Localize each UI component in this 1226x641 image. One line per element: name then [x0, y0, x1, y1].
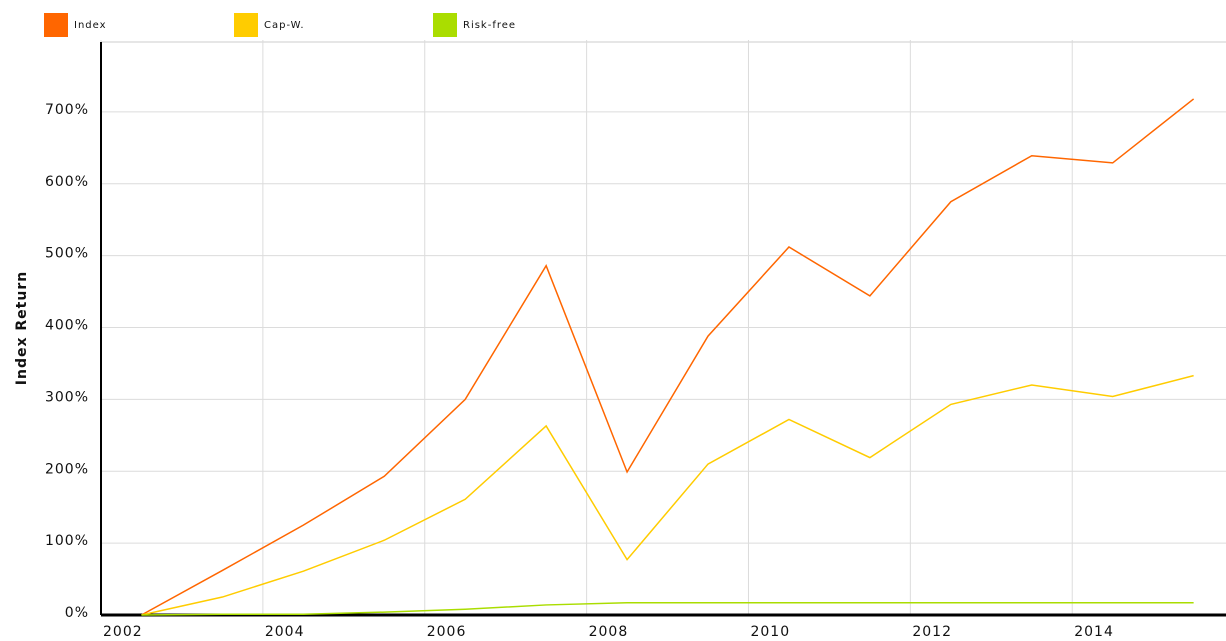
x-tick-label: 2014 — [1074, 624, 1114, 640]
legend-swatch — [44, 13, 68, 37]
y-tick-label: 300% — [45, 389, 89, 405]
x-tick-label: 2010 — [750, 624, 790, 640]
series-line — [141, 602, 1194, 616]
y-axis-label: Index Return — [14, 271, 30, 385]
x-tick-label: 2012 — [912, 624, 952, 640]
y-tick-label: 600% — [45, 174, 89, 190]
x-tick-label: 2008 — [589, 624, 629, 640]
x-tick-label: 2006 — [427, 624, 467, 640]
y-tick-label: 0% — [65, 605, 89, 621]
legend-swatch — [433, 13, 457, 37]
y-tick-label: 700% — [45, 102, 89, 118]
series-line — [141, 374, 1194, 616]
legend-label: Index — [74, 20, 107, 31]
legend-label: Risk-free — [463, 20, 516, 31]
y-tick-label: 200% — [45, 461, 89, 477]
x-tick-label: 2004 — [265, 624, 305, 640]
y-tick-label: 500% — [45, 246, 89, 262]
legend-swatch — [234, 13, 258, 37]
y-tick-label: 100% — [45, 533, 89, 549]
legend-label: Cap-W. — [264, 20, 305, 31]
y-tick-label: 400% — [45, 318, 89, 334]
series-line — [141, 98, 1195, 616]
x-tick-label: 2002 — [103, 624, 143, 640]
